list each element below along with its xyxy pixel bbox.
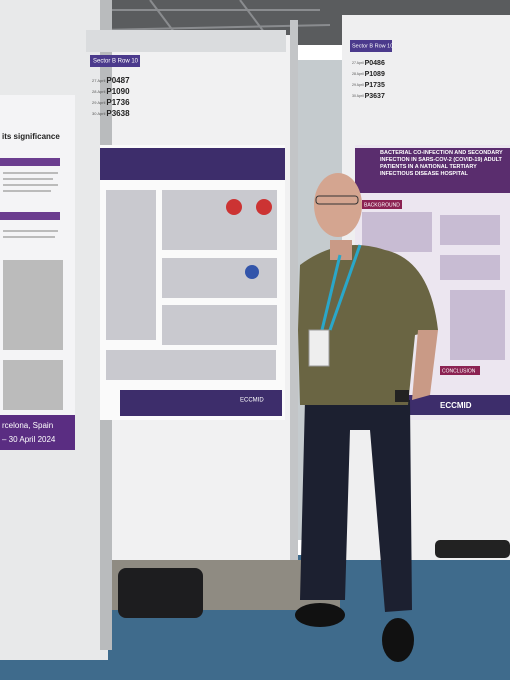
- row-date: 30 April: [352, 94, 364, 98]
- row-code: P1090: [106, 87, 130, 96]
- poster-footer: [120, 390, 282, 416]
- poster-pie: [226, 199, 242, 215]
- row-date: 28 April: [352, 72, 364, 76]
- lanyard: [320, 244, 362, 331]
- poster-band: [0, 158, 60, 166]
- board-top: [86, 30, 286, 52]
- board-post: [290, 20, 298, 560]
- watch: [395, 390, 409, 402]
- poster-content: [362, 212, 505, 360]
- footer-city: rcelona, Spain: [2, 421, 53, 430]
- poster-footer: [0, 415, 75, 450]
- sector-label: Sector B Row 10: [352, 43, 393, 49]
- poster-footer-logo: ECCMID: [240, 398, 264, 404]
- poster-pie: [256, 199, 272, 215]
- row-code: P0486: [365, 60, 385, 67]
- section-tag: [362, 200, 402, 209]
- bag: [118, 568, 203, 618]
- arm: [412, 330, 438, 400]
- section-tag: [440, 366, 480, 375]
- row-date: 29 April: [92, 100, 105, 105]
- badge: [308, 329, 330, 367]
- row-date: 28 April: [92, 89, 105, 94]
- row-code: P3637: [365, 93, 385, 100]
- poster-content: [106, 190, 277, 380]
- row-date: 27 April: [92, 78, 105, 83]
- poster-footer-logo: ECCMID: [440, 401, 472, 410]
- sector-tag: [350, 40, 392, 52]
- poster-header: [100, 148, 285, 180]
- row-code: P3638: [106, 109, 130, 118]
- neck: [330, 240, 352, 260]
- poster-header: [355, 148, 510, 193]
- person: [295, 173, 438, 662]
- shoe: [382, 618, 414, 662]
- poster-title: BACTERIAL CO-INFECTION AND SECONDARY INF…: [380, 150, 503, 177]
- row-date: 29 April: [352, 83, 364, 87]
- section-label: CONCLUSION: [442, 368, 476, 374]
- row-date: 30 April: [92, 111, 105, 116]
- trousers: [300, 400, 412, 612]
- cable-bag: [435, 540, 510, 558]
- row-code: P1089: [365, 71, 385, 78]
- poster-band: [0, 212, 60, 220]
- sector-label: Sector B Row 10: [93, 59, 139, 65]
- poster-title-box: BACTERIAL CO-INFECTION AND SECONDARY INF…: [380, 150, 503, 177]
- section-label: BACKGROUND: [364, 202, 400, 208]
- row-code: P1735: [365, 82, 385, 89]
- poster-heading: its significance: [2, 132, 60, 141]
- poster-pie: [245, 265, 259, 279]
- sector-tag: [90, 55, 140, 67]
- poster-footer: [405, 395, 510, 415]
- head: [314, 173, 362, 237]
- shoe: [295, 603, 345, 627]
- row-code: P0487: [106, 76, 130, 85]
- row-code: P1736: [106, 98, 130, 107]
- row-date: 27 April: [352, 61, 364, 65]
- glasses: [315, 195, 359, 205]
- poster-text-lines: [3, 172, 63, 410]
- footer-dates: – 30 April 2024: [2, 435, 56, 444]
